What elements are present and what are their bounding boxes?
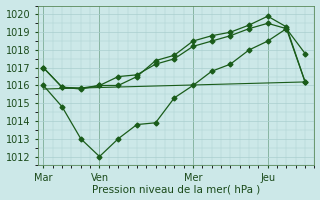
X-axis label: Pression niveau de la mer( hPa ): Pression niveau de la mer( hPa ) — [92, 184, 260, 194]
